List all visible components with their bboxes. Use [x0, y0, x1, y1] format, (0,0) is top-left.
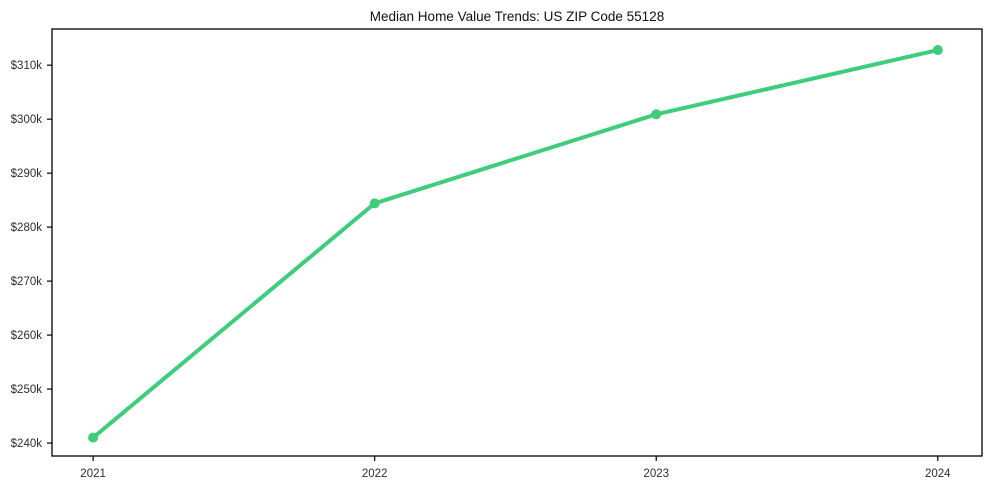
data-point-marker-2024 — [932, 45, 943, 56]
y-axis-tick-label: $290k — [11, 168, 43, 180]
x-axis-tick-label: 2024 — [925, 468, 951, 480]
x-axis-tick-label: 2022 — [362, 468, 388, 480]
y-axis-tick-label: $250k — [11, 384, 43, 396]
y-axis-tick-label: $270k — [11, 276, 43, 288]
chart-title: Median Home Value Trends: US ZIP Code 55… — [370, 9, 664, 24]
data-point-marker-2021 — [88, 432, 99, 443]
data-point-marker-2023 — [651, 109, 662, 120]
y-axis-tick-label: $240k — [11, 438, 43, 450]
x-axis-tick-label: 2021 — [80, 468, 106, 480]
y-axis-tick-label: $260k — [11, 330, 43, 342]
data-point-marker-2022 — [369, 198, 380, 209]
y-axis: $240k $250k $260k $270k $280k $290k $300k $310k — [11, 60, 52, 450]
y-axis-tick-label: $280k — [11, 222, 43, 234]
y-axis-tick-label: $300k — [11, 114, 43, 126]
trend-line — [91, 48, 940, 440]
x-axis-tick-label: 2023 — [643, 468, 669, 480]
plot-area-border — [51, 28, 983, 457]
data-point-markers — [88, 45, 943, 443]
y-axis-tick-label: $310k — [11, 60, 43, 72]
x-axis: 2021 2022 2023 2024 — [80, 456, 951, 480]
